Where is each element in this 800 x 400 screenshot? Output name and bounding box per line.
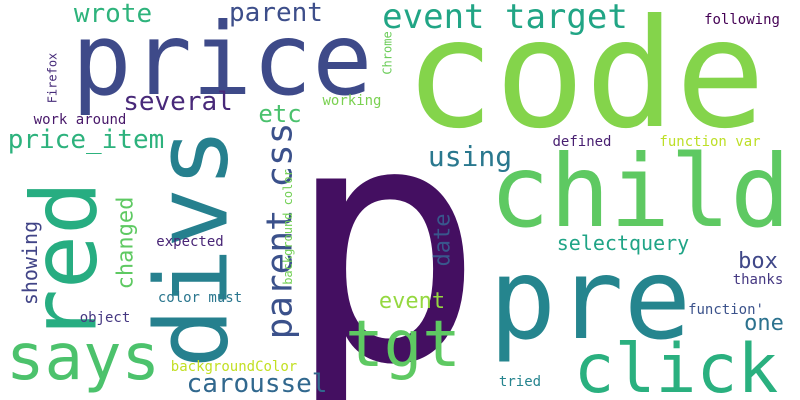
word-firefox: Firefox [44,52,59,104]
word-object: object [79,310,131,326]
word-color-must: color must [157,290,243,306]
word-p: p [285,53,485,400]
word-following: following [704,12,780,28]
word-expected: expected [156,234,224,250]
word-changed: changed [113,196,138,290]
word-chrome: Chrome [380,31,395,75]
word-event: event [378,289,446,314]
word-parent: parent [229,0,323,28]
word-date: date [429,213,455,267]
word-click: click [573,330,779,400]
word-using: using [427,140,513,173]
word-selectquery: selectquery [556,231,690,255]
word-backgroundcolor: backgroundColor [170,359,298,375]
word-price: price [71,1,373,118]
word-function-quote: function' [688,302,764,318]
word-tgt: tgt [345,308,461,382]
word-caroussel: caroussel [186,369,328,399]
word-defined: defined [552,134,612,150]
word-working: working [322,93,382,109]
word-pre: pre [488,235,692,365]
word-wrote: wrote [73,0,153,29]
word-work-around: work around [33,112,127,128]
word-tried: tried [498,374,542,390]
word-thanks: thanks [732,272,784,288]
word-child: child [489,133,791,250]
word-several: several [123,87,233,117]
word-price-item: price_item [7,125,165,155]
word-etc: etc [258,100,302,128]
word-function-var: function var [659,134,761,150]
word-box: box [738,249,778,274]
word-code: code [404,0,766,162]
word-one: one [744,311,784,336]
word-says: says [5,321,161,395]
word-event-target: event target [382,0,628,37]
word-background-color: background color [281,169,295,285]
word-showing: showing [18,220,43,306]
